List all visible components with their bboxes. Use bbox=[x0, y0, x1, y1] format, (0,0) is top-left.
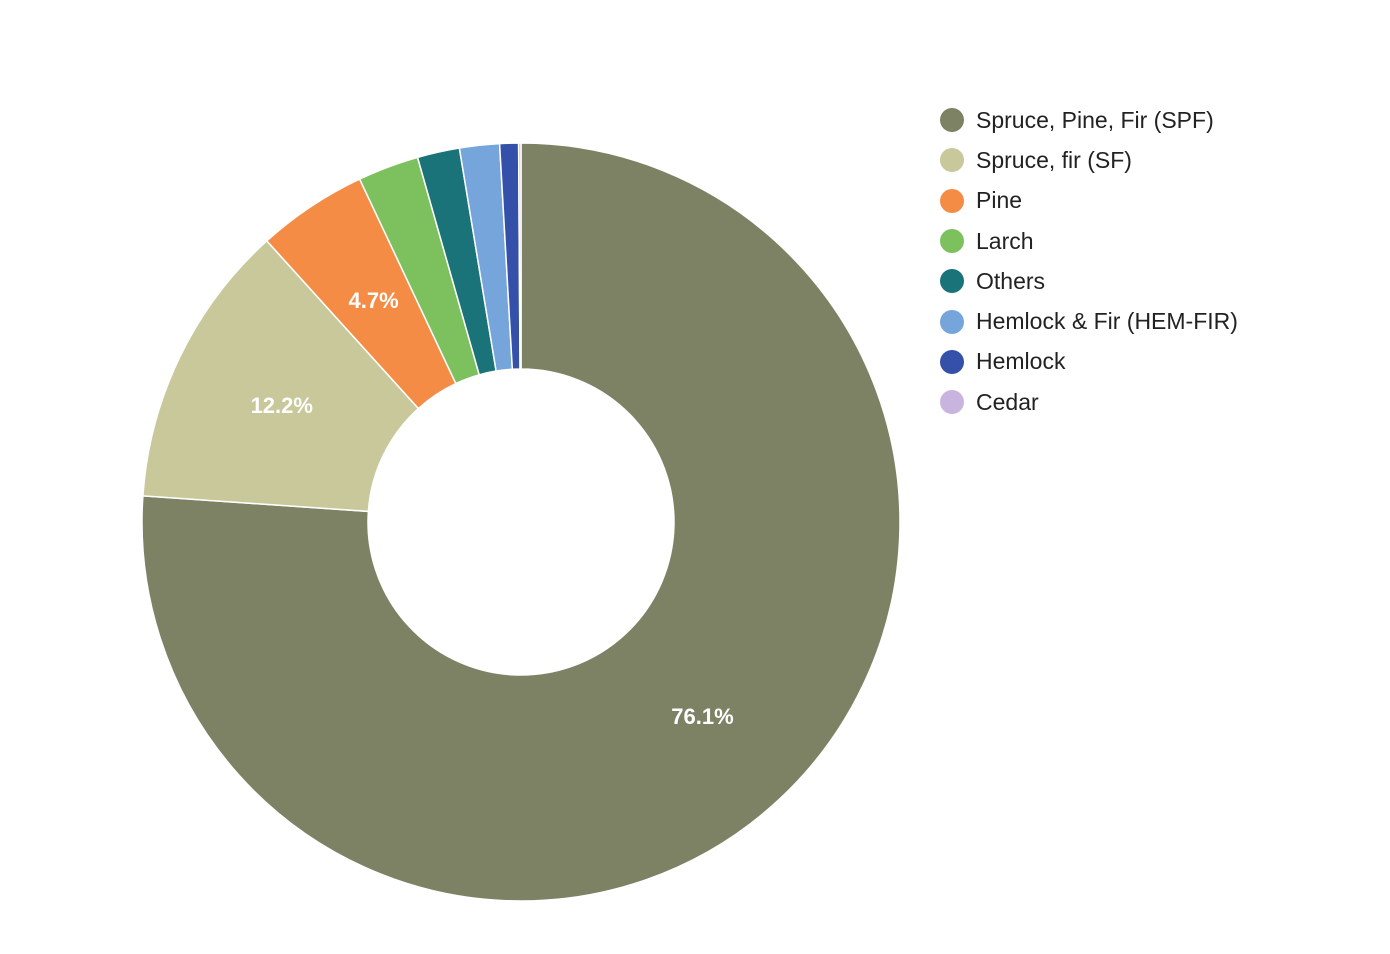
slice-8 bbox=[517, 142, 522, 370]
legend-swatch bbox=[940, 229, 964, 254]
legend-label: Hemlock bbox=[976, 348, 1066, 375]
slice-label-3: 4.7% bbox=[348, 288, 398, 313]
slice-1 bbox=[141, 142, 901, 902]
legend-item: Pine bbox=[940, 181, 1238, 221]
legend-item: Spruce, Pine, Fir (SPF) bbox=[940, 100, 1238, 140]
legend-item: Cedar bbox=[940, 382, 1238, 422]
legend-swatch bbox=[940, 390, 964, 415]
legend-item: Hemlock bbox=[940, 342, 1238, 382]
legend-item: Others bbox=[940, 261, 1238, 301]
legend-label: Hemlock & Fir (HEM-FIR) bbox=[976, 308, 1238, 335]
legend-item: Spruce, fir (SF) bbox=[940, 140, 1238, 180]
slice-label-1: 76.1% bbox=[671, 704, 733, 729]
chart-legend: Spruce, Pine, Fir (SPF) Spruce, fir (SF) P… bbox=[940, 100, 1238, 422]
legend-item: Larch bbox=[940, 221, 1238, 261]
legend-swatch bbox=[940, 309, 964, 334]
legend-swatch bbox=[940, 269, 964, 294]
legend-swatch bbox=[940, 148, 964, 173]
legend-swatch bbox=[940, 108, 964, 133]
legend-label: Larch bbox=[976, 227, 1034, 254]
legend-label: Pine bbox=[976, 187, 1023, 214]
legend-item: Hemlock & Fir (HEM-FIR) bbox=[940, 301, 1238, 341]
legend-swatch bbox=[940, 188, 964, 213]
slice-2 bbox=[142, 239, 420, 513]
legend-label: Cedar bbox=[976, 388, 1039, 415]
slice-label-2: 12.2% bbox=[251, 393, 313, 418]
legend-label: Others bbox=[976, 267, 1046, 294]
legend-label: Spruce, fir (SF) bbox=[976, 146, 1132, 173]
legend-swatch bbox=[940, 349, 964, 374]
legend-label: Spruce, Pine, Fir (SPF) bbox=[976, 106, 1214, 133]
